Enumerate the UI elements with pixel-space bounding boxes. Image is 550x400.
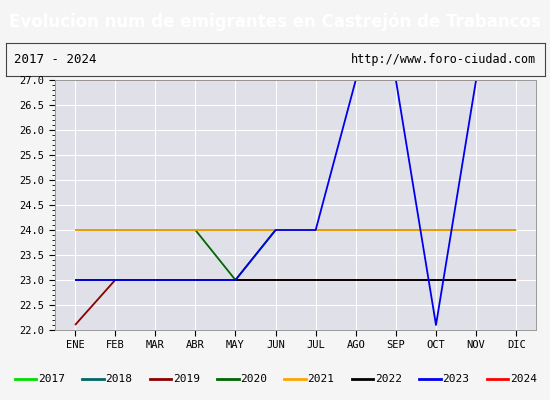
- Text: 2021: 2021: [307, 374, 334, 384]
- Text: 2022: 2022: [375, 374, 402, 384]
- Text: 2024: 2024: [510, 374, 537, 384]
- Text: http://www.foro-ciudad.com: http://www.foro-ciudad.com: [351, 53, 536, 66]
- Text: 2018: 2018: [106, 374, 133, 384]
- Text: 2023: 2023: [442, 374, 469, 384]
- Text: 2017 - 2024: 2017 - 2024: [14, 53, 96, 66]
- Text: 2019: 2019: [173, 374, 200, 384]
- Text: 2017: 2017: [38, 374, 65, 384]
- Text: Evolucion num de emigrantes en Castrejón de Trabancos: Evolucion num de emigrantes en Castrejón…: [9, 12, 541, 31]
- Text: 2020: 2020: [240, 374, 267, 384]
